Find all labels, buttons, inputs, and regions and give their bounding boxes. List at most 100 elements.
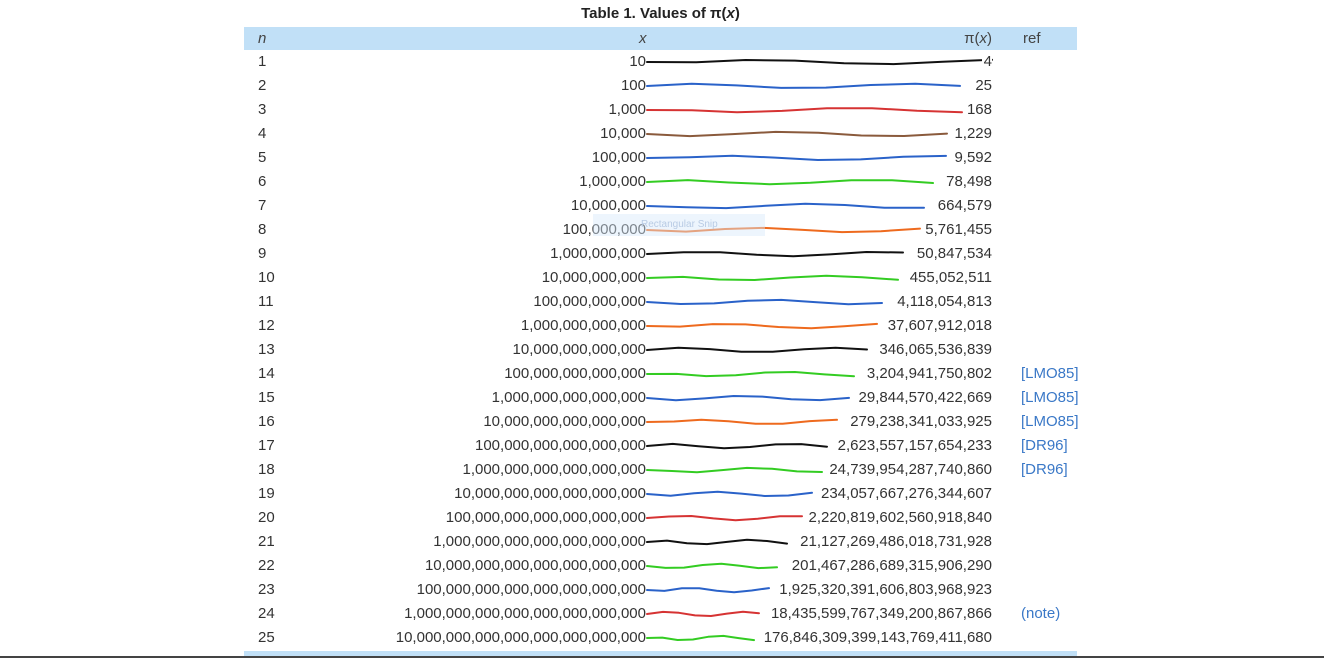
row-pi-x: 168 — [964, 101, 992, 118]
pen-annotation-line — [646, 418, 838, 425]
pen-annotation-line — [646, 274, 899, 281]
row-x: 1,000,000,000,000,000,000,000,000 — [404, 605, 646, 622]
row-x: 100,000,000,000,000,000,000 — [445, 509, 646, 526]
table-row: 4 10,000 1,229 — [244, 122, 1077, 146]
row-x: 100,000,000,000 — [533, 293, 646, 310]
row-n: 8 — [258, 221, 267, 238]
table-row: 14 100,000,000,000,000 3,204,941,750,802 [L… — [244, 362, 1079, 386]
table-row: 3 1,000 168 — [244, 98, 1077, 122]
pen-annotation-line — [646, 490, 813, 497]
table-header: n x π(x) ref — [244, 27, 1077, 50]
pen-annotation-line — [646, 395, 850, 402]
pen-annotation-line — [646, 58, 993, 66]
row-pi-x: 201,467,286,689,315,906,290 — [789, 557, 992, 574]
row-n: 21 — [258, 533, 275, 550]
row-x: 10,000,000,000,000,000,000,000 — [424, 557, 646, 574]
table-row: 22 10,000,000,000,000,000,000,000 201,467,… — [244, 554, 1077, 578]
pen-annotation-line — [646, 179, 934, 186]
row-n: 3 — [258, 101, 267, 118]
table-row: 20 100,000,000,000,000,000,000 2,220,819,6… — [244, 506, 1077, 530]
pen-annotation-line — [646, 371, 855, 378]
row-n: 14 — [258, 365, 275, 382]
row-x: 1,000,000,000,000,000,000,000 — [433, 533, 646, 550]
row-n: 18 — [258, 461, 275, 478]
row-n: 6 — [258, 173, 267, 190]
row-ref-link[interactable]: [DR96] — [1021, 437, 1068, 454]
table-row: 9 1,000,000,000 50,847,534 — [244, 242, 1077, 266]
row-x: 10,000,000,000,000,000 — [483, 413, 646, 430]
row-ref-link[interactable]: (note) — [1021, 605, 1061, 622]
table-body: 1 10 4 2 100 25 3 1,000 168 4 10,000 1,229 5 100,000 9… — [244, 50, 1079, 650]
row-n: 16 — [258, 413, 275, 430]
table-row: 13 10,000,000,000,000 346,065,536,839 — [244, 338, 1077, 362]
pen-annotation-line — [646, 610, 760, 617]
row-n: 17 — [258, 437, 275, 454]
row-pi-x: 4,118,054,813 — [895, 293, 992, 310]
row-pi-x: 4 — [981, 53, 992, 70]
row-x: 10,000,000,000,000 — [512, 341, 646, 358]
pen-annotation-line — [646, 346, 868, 353]
row-pi-x: 21,127,269,486,018,731,928 — [798, 533, 992, 550]
row-x: 10,000,000 — [570, 197, 646, 214]
row-ref-link[interactable]: [LMO85] — [1021, 365, 1079, 382]
row-x: 1,000,000,000,000,000 — [491, 389, 646, 406]
row-x: 100,000,000,000,000,000,000,000 — [416, 581, 646, 598]
pen-annotation-line — [646, 107, 963, 114]
pen-annotation-line — [646, 298, 883, 306]
row-pi-x: 50,847,534 — [914, 245, 992, 262]
row-n: 23 — [258, 581, 275, 598]
row-x: 100 — [620, 77, 646, 94]
row-pi-x: 279,238,341,033,925 — [848, 413, 992, 430]
table-row: 6 1,000,000 78,498 — [244, 170, 1077, 194]
table-row: 18 1,000,000,000,000,000,000 24,739,954,28… — [244, 458, 1077, 482]
row-n: 25 — [258, 629, 275, 646]
row-pi-x: 78,498 — [944, 173, 992, 190]
row-n: 13 — [258, 341, 275, 358]
pen-annotation-line — [646, 587, 770, 594]
row-n: 2 — [258, 77, 267, 94]
row-n: 7 — [258, 197, 267, 214]
row-n: 24 — [258, 605, 275, 622]
row-x: 1,000 — [608, 101, 646, 118]
row-ref-link[interactable]: [DR96] — [1021, 461, 1068, 478]
row-pi-x: 2,623,557,157,654,233 — [835, 437, 992, 454]
header-x: x — [639, 30, 647, 47]
row-n: 22 — [258, 557, 275, 574]
row-x: 100,000 — [591, 149, 646, 166]
row-pi-x: 1,925,320,391,606,803,968,923 — [777, 581, 992, 598]
pen-annotation-line — [646, 154, 947, 161]
row-n: 4 — [258, 125, 267, 142]
header-ref: ref — [1023, 30, 1041, 47]
pen-annotation-line — [646, 226, 921, 234]
row-x: 1,000,000 — [579, 173, 646, 190]
row-pi-x: 1,229 — [952, 125, 992, 142]
row-n: 5 — [258, 149, 267, 166]
row-x: 10,000,000,000,000,000,000 — [454, 485, 646, 502]
row-x: 100,000,000,000,000,000 — [475, 437, 646, 454]
row-n: 11 — [258, 293, 274, 310]
row-pi-x: 5,761,455 — [923, 221, 992, 238]
pen-annotation-line — [646, 562, 778, 570]
row-pi-x: 24,739,954,287,740,860 — [827, 461, 992, 478]
row-pi-x: 9,592 — [952, 149, 992, 166]
table-row: 15 1,000,000,000,000,000 29,844,570,422,66… — [244, 386, 1079, 410]
pen-annotation-line — [646, 538, 788, 546]
row-pi-x: 29,844,570,422,669 — [856, 389, 992, 406]
row-x: 10,000,000,000,000,000,000,000,000 — [395, 629, 646, 646]
table-row: 8 100,000,000 5,761,455 — [244, 218, 1077, 242]
row-ref-link[interactable]: [LMO85] — [1021, 389, 1079, 406]
pen-annotation-line — [646, 466, 823, 474]
header-n: n — [258, 30, 267, 47]
row-x: 1,000,000,000,000 — [520, 317, 646, 334]
row-pi-x: 234,057,667,276,344,607 — [819, 485, 992, 502]
row-pi-x: 18,435,599,767,349,200,867,866 — [768, 605, 992, 622]
row-pi-x: 664,579 — [935, 197, 992, 214]
table-row: 19 10,000,000,000,000,000,000 234,057,667,… — [244, 482, 1077, 506]
row-ref-link[interactable]: [LMO85] — [1021, 413, 1079, 430]
table-row: 2 100 25 — [244, 74, 1077, 98]
row-x: 10,000,000,000 — [541, 269, 646, 286]
pen-annotation-line — [646, 515, 803, 522]
table-row: 24 1,000,000,000,000,000,000,000,000 18,43… — [244, 602, 1077, 626]
row-x: 100,000,000,000,000 — [504, 365, 646, 382]
table-row: 10 10,000,000,000 455,052,511 — [244, 266, 1077, 290]
